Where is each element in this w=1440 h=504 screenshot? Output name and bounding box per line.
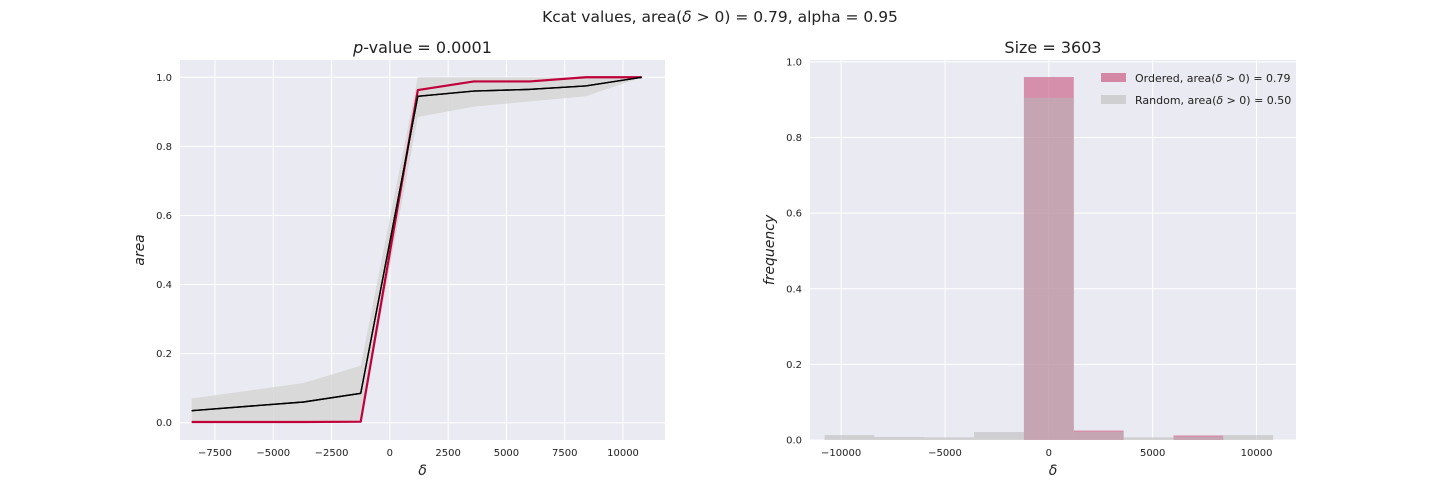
random-area-line-overlay bbox=[191, 76, 642, 412]
x-tick-label: 5000 bbox=[1140, 448, 1165, 459]
legend-label-prefix: Random, area( bbox=[1135, 94, 1216, 107]
legend: Ordered, area(δ > 0) = 0.79 Random, area(… bbox=[1101, 72, 1291, 107]
x-tick-label: −5000 bbox=[256, 448, 290, 459]
random-hist-bar bbox=[874, 436, 925, 440]
figure-title: Kcat values, area(δ > 0) = 0.79, alpha =… bbox=[0, 8, 1440, 26]
y-axis-label: frequency bbox=[762, 214, 778, 285]
y-axis-label: area bbox=[132, 234, 148, 266]
legend-swatch-ordered bbox=[1101, 73, 1126, 82]
y-tick-label: 0.6 bbox=[156, 211, 172, 222]
x-tick-label: 2500 bbox=[435, 448, 460, 459]
x-tick-label: 10000 bbox=[607, 448, 639, 459]
x-tick-label: −2500 bbox=[315, 448, 349, 459]
figure-title-suffix: > 0) = 0.79, alpha = 0.95 bbox=[691, 8, 898, 26]
x-tick-label: 7500 bbox=[552, 448, 577, 459]
random-hist-bar bbox=[974, 432, 1024, 440]
y-tick-label: 0.2 bbox=[156, 349, 172, 360]
legend-label-ordered: Ordered, area(δ > 0) = 0.79 bbox=[1135, 72, 1291, 85]
x-tick-label: 0 bbox=[387, 448, 393, 459]
x-tick-label: 10000 bbox=[1241, 448, 1273, 459]
y-tick-label: 0.8 bbox=[156, 142, 172, 153]
x-tick-label: −5000 bbox=[928, 448, 962, 459]
histogram-panel: −10000 −5000 0 5000 10000 0.0 0.2 0.4 0.6 0.8 1.0 δ… bbox=[762, 38, 1296, 479]
y-tick-label: 1.0 bbox=[156, 73, 172, 84]
left-plot-title: p-value = 0.0001 bbox=[352, 38, 492, 57]
figure-title-delta: δ bbox=[682, 8, 692, 26]
y-tick-label: 0.0 bbox=[156, 418, 172, 429]
legend-label-random: Random, area(δ > 0) = 0.50 bbox=[1135, 94, 1291, 107]
plot-background bbox=[180, 60, 665, 440]
figure-title-prefix: Kcat values, area( bbox=[542, 8, 683, 26]
random-hist-bar bbox=[924, 437, 975, 440]
legend-label-suffix: > 0) = 0.50 bbox=[1223, 94, 1291, 107]
x-axis-label: δ bbox=[1049, 463, 1058, 479]
random-hist-bar bbox=[1173, 436, 1224, 440]
random-hist-bar bbox=[1223, 435, 1274, 440]
y-tick-label: 0.0 bbox=[786, 436, 802, 447]
y-tick-label: 0.2 bbox=[786, 360, 802, 371]
y-tick-label: 0.4 bbox=[156, 280, 172, 291]
legend-label-suffix: > 0) = 0.79 bbox=[1222, 72, 1290, 85]
random-hist-bar bbox=[1123, 437, 1174, 440]
random-hist-bar bbox=[1023, 97, 1074, 440]
right-plot-title: Size = 3603 bbox=[1004, 38, 1101, 57]
x-axis-label: δ bbox=[418, 463, 427, 479]
x-tick-label: −10000 bbox=[821, 448, 861, 459]
title-p-value: -value = 0.0001 bbox=[363, 38, 492, 57]
y-tick-label: 0.6 bbox=[786, 209, 802, 220]
y-tick-label: 0.8 bbox=[786, 133, 802, 144]
ordered-area-line bbox=[191, 76, 642, 424]
x-tick-label: 0 bbox=[1046, 448, 1052, 459]
x-tick-label: −7500 bbox=[198, 448, 232, 459]
legend-swatch-random bbox=[1101, 95, 1126, 104]
y-tick-label: 1.0 bbox=[786, 57, 802, 68]
title-p-symbol: p bbox=[352, 38, 363, 57]
legend-label-delta: δ bbox=[1216, 94, 1223, 107]
legend-label-prefix: Ordered, area( bbox=[1135, 72, 1216, 85]
x-tick-label: 5000 bbox=[494, 448, 519, 459]
area-curve-panel: −7500 −5000 −2500 0 2500 5000 7500 10000 0.0 0.2 0… bbox=[132, 38, 665, 479]
random-hist-bar bbox=[1073, 432, 1124, 440]
legend-label-delta: δ bbox=[1216, 72, 1223, 85]
random-hist-bar bbox=[824, 435, 875, 440]
y-tick-label: 0.4 bbox=[786, 284, 802, 295]
